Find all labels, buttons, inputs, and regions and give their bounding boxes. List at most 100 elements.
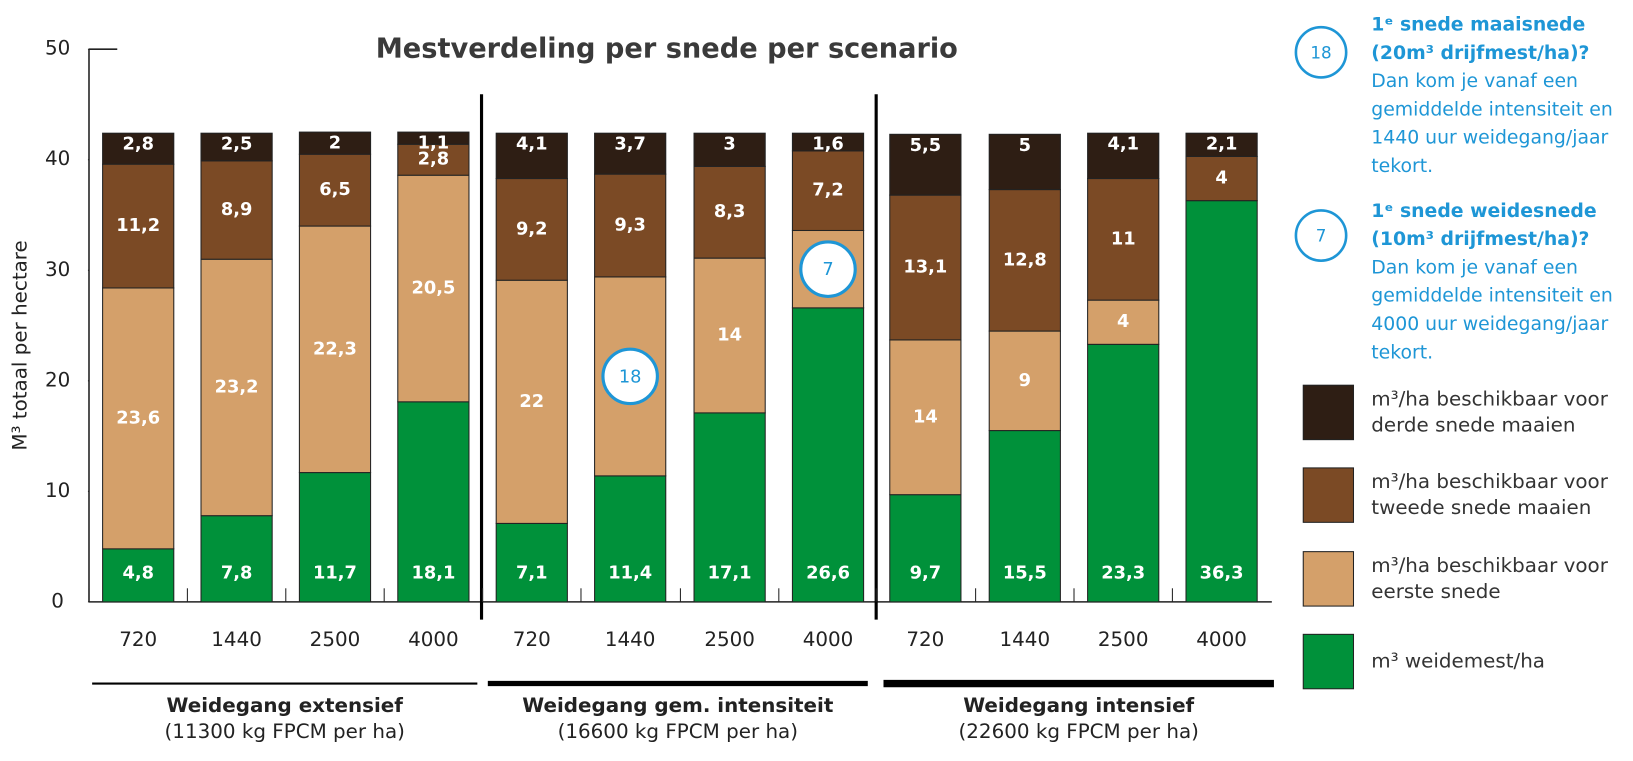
x-tick-label: 720 [513,628,551,651]
bar-segment [397,131,470,145]
annotation-text: tekort. [1371,156,1433,177]
value-label: 20,5 [411,278,455,299]
value-label: 14 [913,406,938,427]
annotation-title: (10m³ drijfmest/ha)? [1371,229,1589,250]
bar-segment [791,132,865,152]
x-tick-label: 1440 [1000,628,1051,651]
value-label: 1,6 [812,134,844,155]
bar-segment [693,132,766,167]
value-label: 22,3 [313,338,357,359]
value-label: 4 [1215,168,1227,189]
value-label: 7 [822,259,833,280]
x-tick-label: 720 [119,628,157,651]
annotation-title: 1ᵉ snede weidesnede [1371,201,1596,222]
group-name: Weidegang extensief [167,694,404,717]
bar-segment [102,132,175,165]
bar-segment [495,178,568,281]
bar-segment [200,258,273,517]
value-label: 5,5 [910,135,942,156]
legend-swatch [1302,633,1355,690]
bar-segment [495,522,568,603]
value-label: 4,1 [516,134,548,155]
value-label: 26,6 [806,563,850,584]
value-label: 22 [519,391,544,412]
value-label: 23,3 [1101,563,1145,584]
legend-swatch [1302,384,1355,441]
value-label: 13,1 [903,257,947,278]
value-label: 1,1 [418,133,450,154]
value-label: 11,4 [608,563,652,584]
bar-segment [200,132,273,162]
annotation-marker-label: 7 [1316,226,1327,246]
value-label: 36,3 [1200,563,1244,584]
bar-segment [298,472,372,603]
annotation-text: 4000 uur weidegang/jaar [1371,314,1608,335]
bar-segment [889,133,962,196]
value-label: 4 [1117,311,1129,332]
annotation-title: (20m³ drijfmest/ha)? [1371,43,1589,64]
bar-segment [594,132,667,175]
value-label: 23,2 [215,376,259,397]
annotation-marker [1294,209,1348,262]
x-tick-label: 1440 [605,628,656,651]
chart-title: Mestverdeling per snede per scenario [376,34,958,65]
annotation-marker [1294,25,1348,79]
group-name: Weidegang gem. intensiteit [522,694,834,717]
bar-segment [791,307,865,603]
bar-segment [988,430,1061,603]
bar-segment [200,515,273,603]
bar-segment [693,257,766,414]
value-label: 23,6 [116,407,160,428]
y-tick-label: 10 [45,479,70,502]
x-tick-label: 2500 [310,628,361,651]
group-subtitle: (11300 kg FPCM per ha) [165,720,405,743]
value-label: 17,1 [708,563,752,584]
legend-swatch [1302,467,1355,523]
group-subtitle: (16600 kg FPCM per ha) [558,720,798,743]
annotation-text: Dan kom je vanaf een [1371,71,1578,92]
bar-segment [988,189,1061,332]
value-label: 5 [1019,135,1031,156]
value-label: 11,2 [116,215,160,236]
bar-segment [1185,200,1258,603]
annotation-title: 1ᵉ snede maaisnede [1371,15,1585,36]
value-label: 8,9 [221,199,253,220]
y-tick-label: 40 [45,147,70,170]
bar-segment [397,143,470,176]
value-label: 7,8 [221,563,253,584]
value-label: 3 [723,134,735,155]
annotation-marker-label: 18 [1310,42,1331,62]
value-label: 7,1 [516,563,548,584]
bar-segment [298,153,372,227]
x-tick-label: 4000 [803,628,854,651]
bar-segment [495,279,568,524]
label-circle [799,240,857,298]
x-tick-label: 720 [906,628,944,651]
x-tick-label: 4000 [408,628,459,651]
bar-segment [1087,178,1160,301]
legend-label: m³/ha beschikbaar voor derde snede maaien [1371,387,1608,436]
value-label: 2,5 [221,134,253,155]
bar-segment [495,132,568,180]
y-tick-label: 50 [45,37,70,60]
annotation-text: tekort. [1371,342,1433,363]
annotation-text: gemiddelde intensiteit en [1371,286,1613,307]
value-label: 2 [329,133,341,154]
x-tick-label: 1440 [211,628,262,651]
value-label: 18 [619,366,642,387]
y-tick-label: 30 [45,258,70,281]
y-tick-label: 20 [45,368,70,391]
bar-segment [889,494,962,603]
bar-segment [1185,155,1258,202]
value-label: 11 [1111,228,1136,249]
value-label: 3,7 [614,134,646,155]
x-tick-label: 2500 [704,628,755,651]
bar-segment [102,287,175,550]
value-label: 14 [717,324,742,345]
bar-segment [1185,132,1258,157]
y-tick-label: 0 [51,589,64,612]
value-label: 9 [1019,370,1031,391]
bar-segment [1087,132,1160,180]
y-axis-label: M³ totaal per hectare [8,240,31,450]
